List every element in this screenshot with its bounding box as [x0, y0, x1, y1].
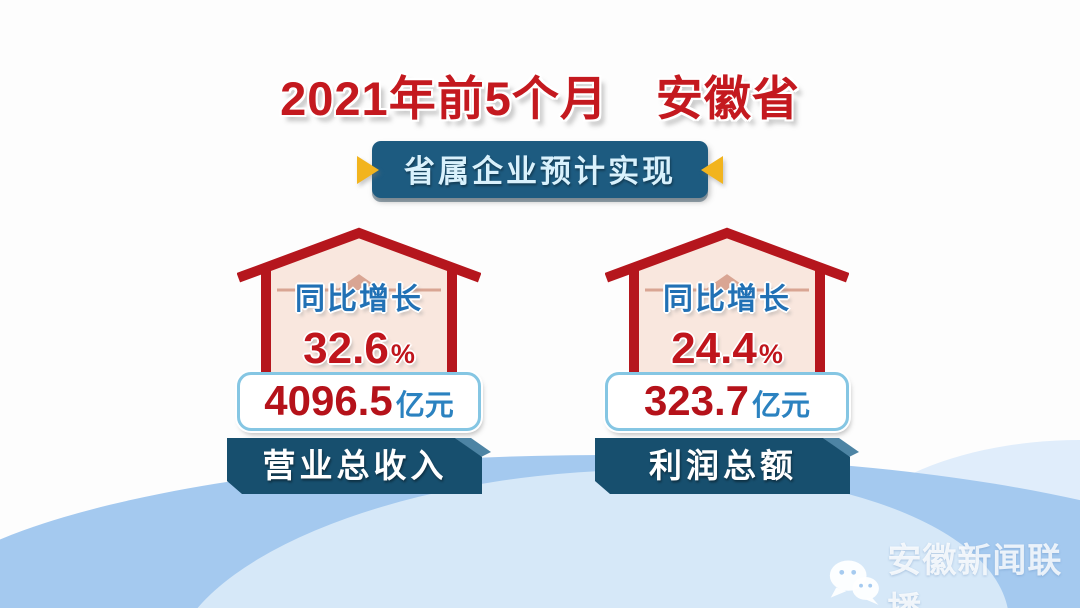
growth-block: 同比增长 32.6 % [237, 274, 481, 372]
watermark: 安徽新闻联播 [828, 533, 1080, 608]
growth-block: 同比增长 24.4 % [605, 274, 849, 372]
arrow-right-icon [357, 155, 379, 184]
growth-unit: % [758, 339, 783, 369]
page-title: 2021年前5个月 安徽省 [280, 72, 800, 125]
category-banner: 营业总收入 [227, 438, 491, 494]
growth-value-row: 24.4 % [671, 326, 783, 377]
house-card-profit: 同比增长 24.4 % [605, 224, 849, 372]
amount-value: 4096.5 [264, 377, 393, 424]
subtitle-label: 省属企业预计实现 [404, 154, 676, 189]
ribbon-shape [595, 438, 859, 494]
growth-value: 32.6 [303, 324, 389, 373]
wechat-icon [829, 560, 879, 605]
category-label: 营业总收入 [262, 447, 448, 484]
ribbon-shape [227, 438, 491, 494]
growth-label: 同比增长 [295, 283, 423, 316]
amount-value: 323.7 [643, 377, 750, 424]
subtitle-pill: 省属企业预计实现 [372, 141, 708, 198]
stat-group-profit: 同比增长 24.4 % 323.7 亿元 利润总额 [595, 224, 859, 494]
arrow-left-icon [701, 155, 723, 184]
category-banner: 利润总额 [595, 438, 859, 494]
stat-group-revenue: 同比增长 32.6 % 4096.5 亿元 营业总收入 [227, 224, 491, 494]
amount-unit: 亿元 [395, 390, 454, 422]
house-card-revenue: 同比增长 32.6 % [237, 224, 481, 372]
amount-box: 4096.5 亿元 [237, 372, 481, 431]
watermark-text: 安徽新闻联播 [887, 542, 1063, 608]
growth-unit: % [390, 339, 415, 369]
amount-box: 323.7 亿元 [605, 372, 849, 431]
subtitle-banner: 省属企业预计实现 [357, 141, 723, 198]
amount-unit: 亿元 [752, 390, 811, 422]
house-icon [237, 227, 481, 372]
growth-value: 24.4 [671, 324, 757, 373]
category-label: 利润总额 [649, 447, 797, 484]
growth-label: 同比增长 [663, 283, 791, 316]
house-icon [605, 227, 849, 372]
growth-value-row: 32.6 % [303, 326, 415, 377]
